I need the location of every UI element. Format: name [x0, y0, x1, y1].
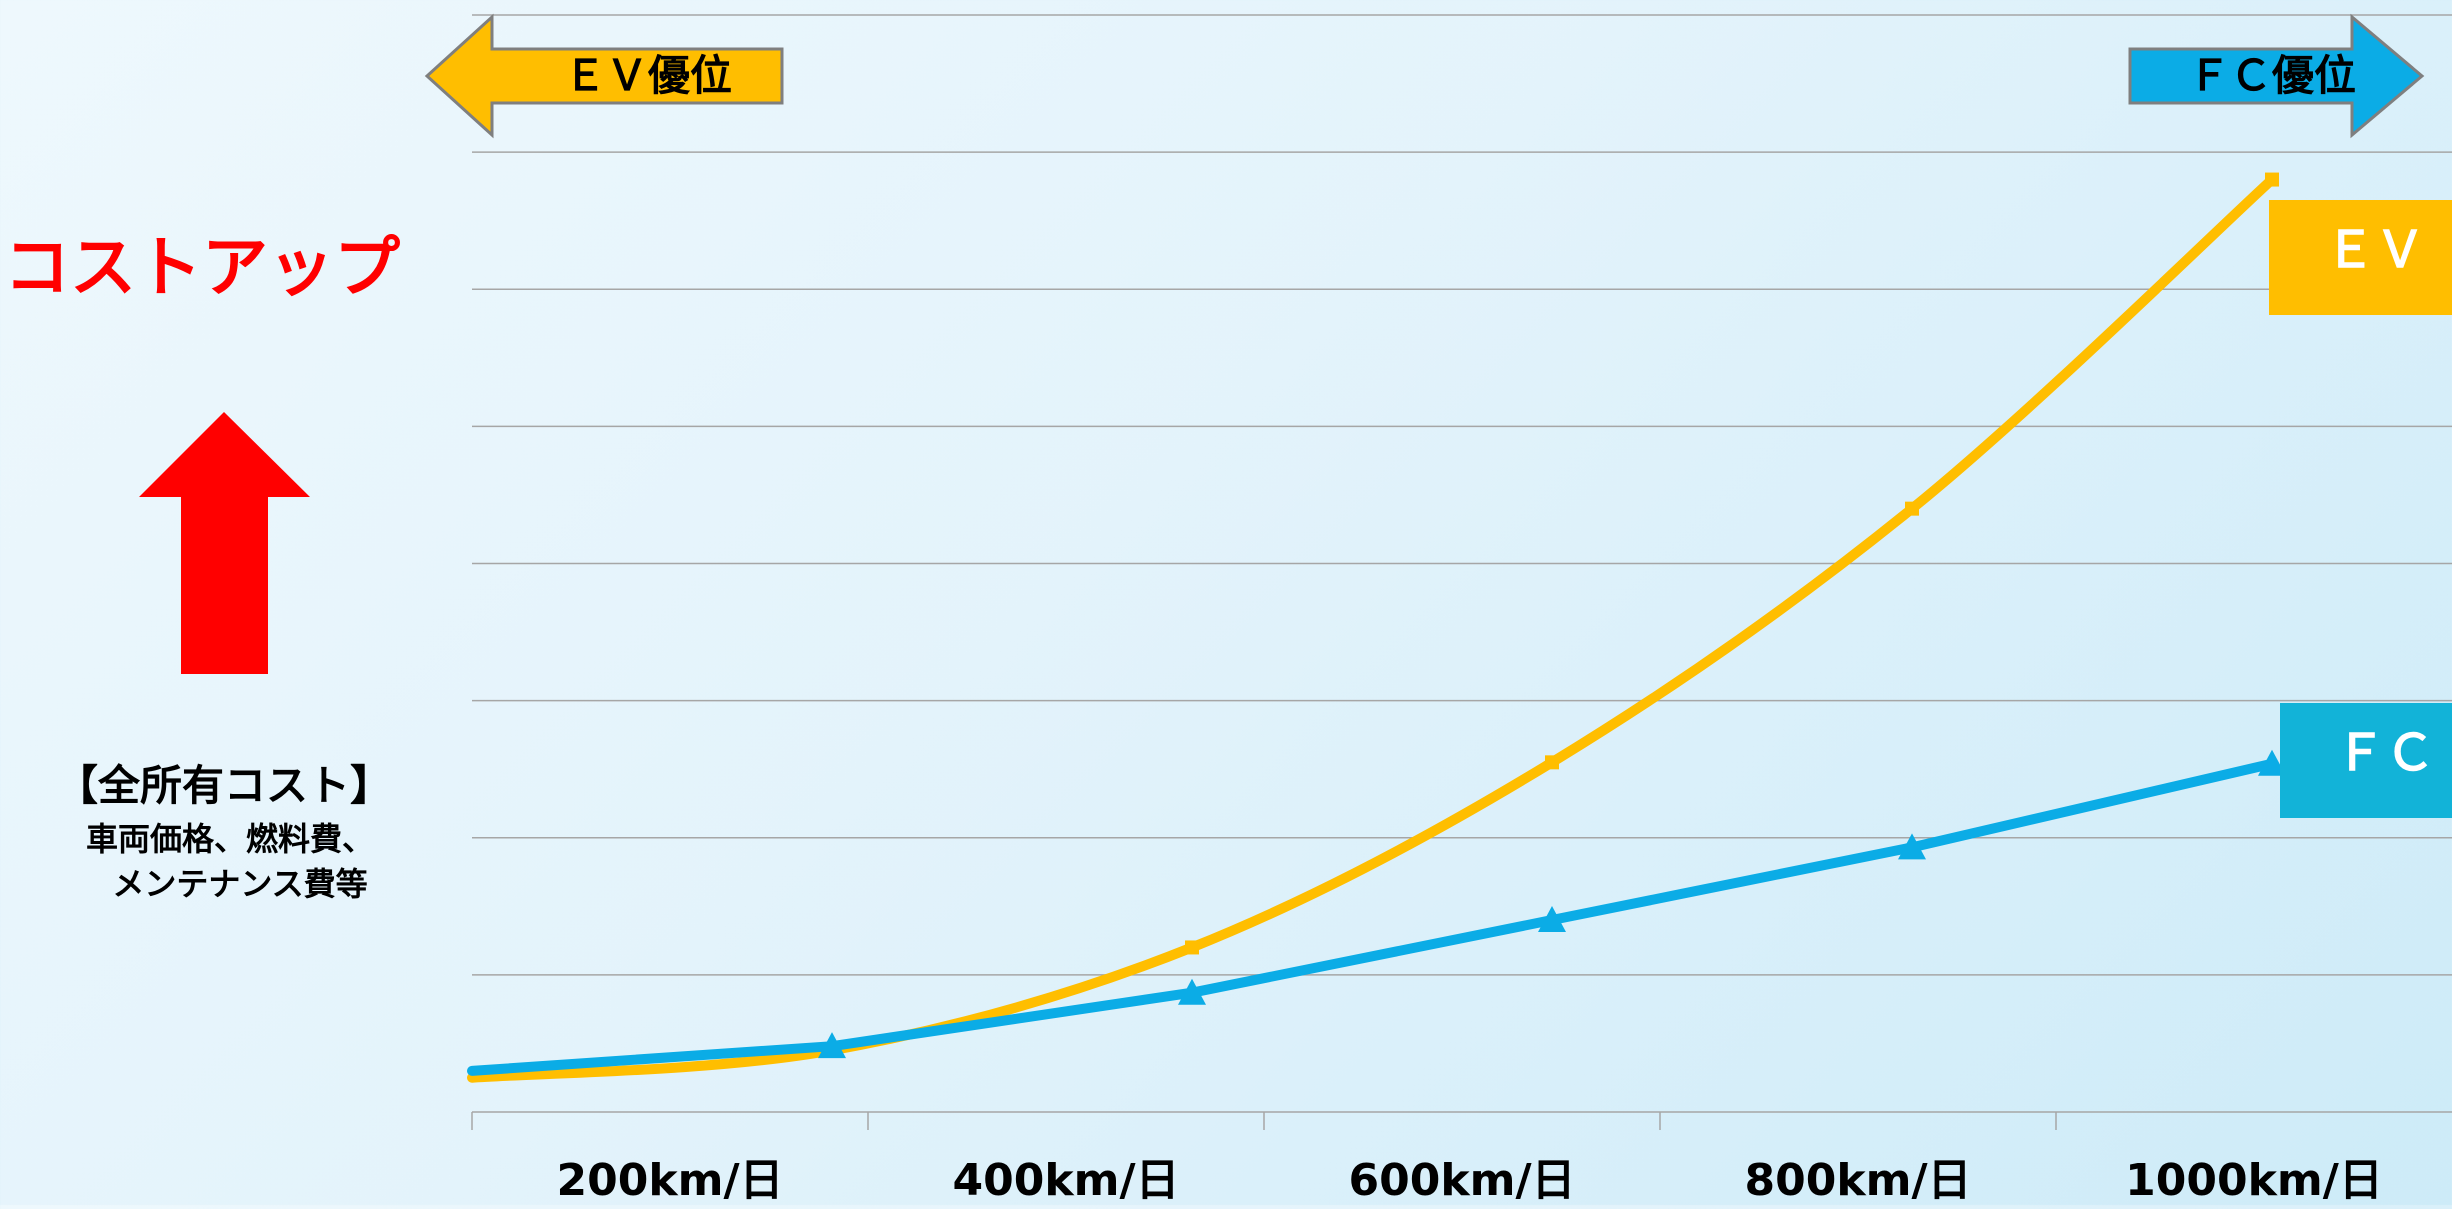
- x-axis-tick-label: 600km/日: [1348, 1155, 1575, 1205]
- x-axis-tick-label: 200km/日: [556, 1155, 783, 1205]
- cost-up-label: コストアップ: [4, 229, 400, 306]
- tco-detail-line2: メンテナンス費等: [112, 865, 367, 903]
- series-line-ev: [467, 174, 2277, 1083]
- tco-detail-line1: 車両価格、燃料費、: [86, 820, 374, 858]
- ev-series-label-text: ＥＶ: [2325, 221, 2425, 279]
- ev-series-label: ＥＶ: [2269, 200, 2452, 315]
- fc-series-label-box: [2280, 703, 2452, 818]
- fc-advantage-arrow-shape: [2128, 13, 2425, 139]
- data-point-ev: [2265, 172, 2279, 187]
- series-layer: [467, 172, 2286, 1083]
- x-axis-tick-label: 400km/日: [952, 1155, 1179, 1205]
- data-point-fc: [818, 1032, 846, 1059]
- fc-series-label-text: ＦＣ: [2335, 724, 2435, 782]
- data-point-fc: [1538, 906, 1566, 933]
- data-point-ev: [1905, 501, 1919, 516]
- grid-layer: [472, 14, 2452, 976]
- tco-title: 【全所有コスト】: [56, 761, 392, 810]
- data-point-fc: [1898, 833, 1926, 860]
- fc-advantage-label: ＦＣ優位: [2188, 51, 2356, 100]
- data-point-fc: [1178, 978, 1206, 1005]
- cost-up-arrow-icon: [139, 412, 310, 674]
- ev-advantage-arrow: ＥＶ優位: [424, 13, 784, 139]
- ev-advantage-label: ＥＶ優位: [564, 51, 732, 100]
- fc-series-label: ＦＣ: [2280, 703, 2452, 818]
- ev-series-label-box: [2269, 200, 2452, 315]
- series-fc: [467, 749, 2286, 1076]
- x-axis-tick-label: 1000km/日: [2125, 1155, 2383, 1205]
- series-ev: [467, 172, 2279, 1083]
- data-point-fc: [2258, 749, 2286, 776]
- data-point-ev: [1545, 755, 1559, 770]
- data-point-ev: [1185, 940, 1199, 955]
- axis-layer: 200km/日 400km/日 600km/日 800km/日 1000km/日: [471, 1111, 2452, 1206]
- ev-advantage-arrow-shape: [424, 13, 784, 139]
- series-line-fc: [467, 758, 2277, 1076]
- fc-advantage-arrow: ＦＣ優位: [2128, 13, 2425, 139]
- x-axis-tick-label: 800km/日: [1744, 1155, 1971, 1205]
